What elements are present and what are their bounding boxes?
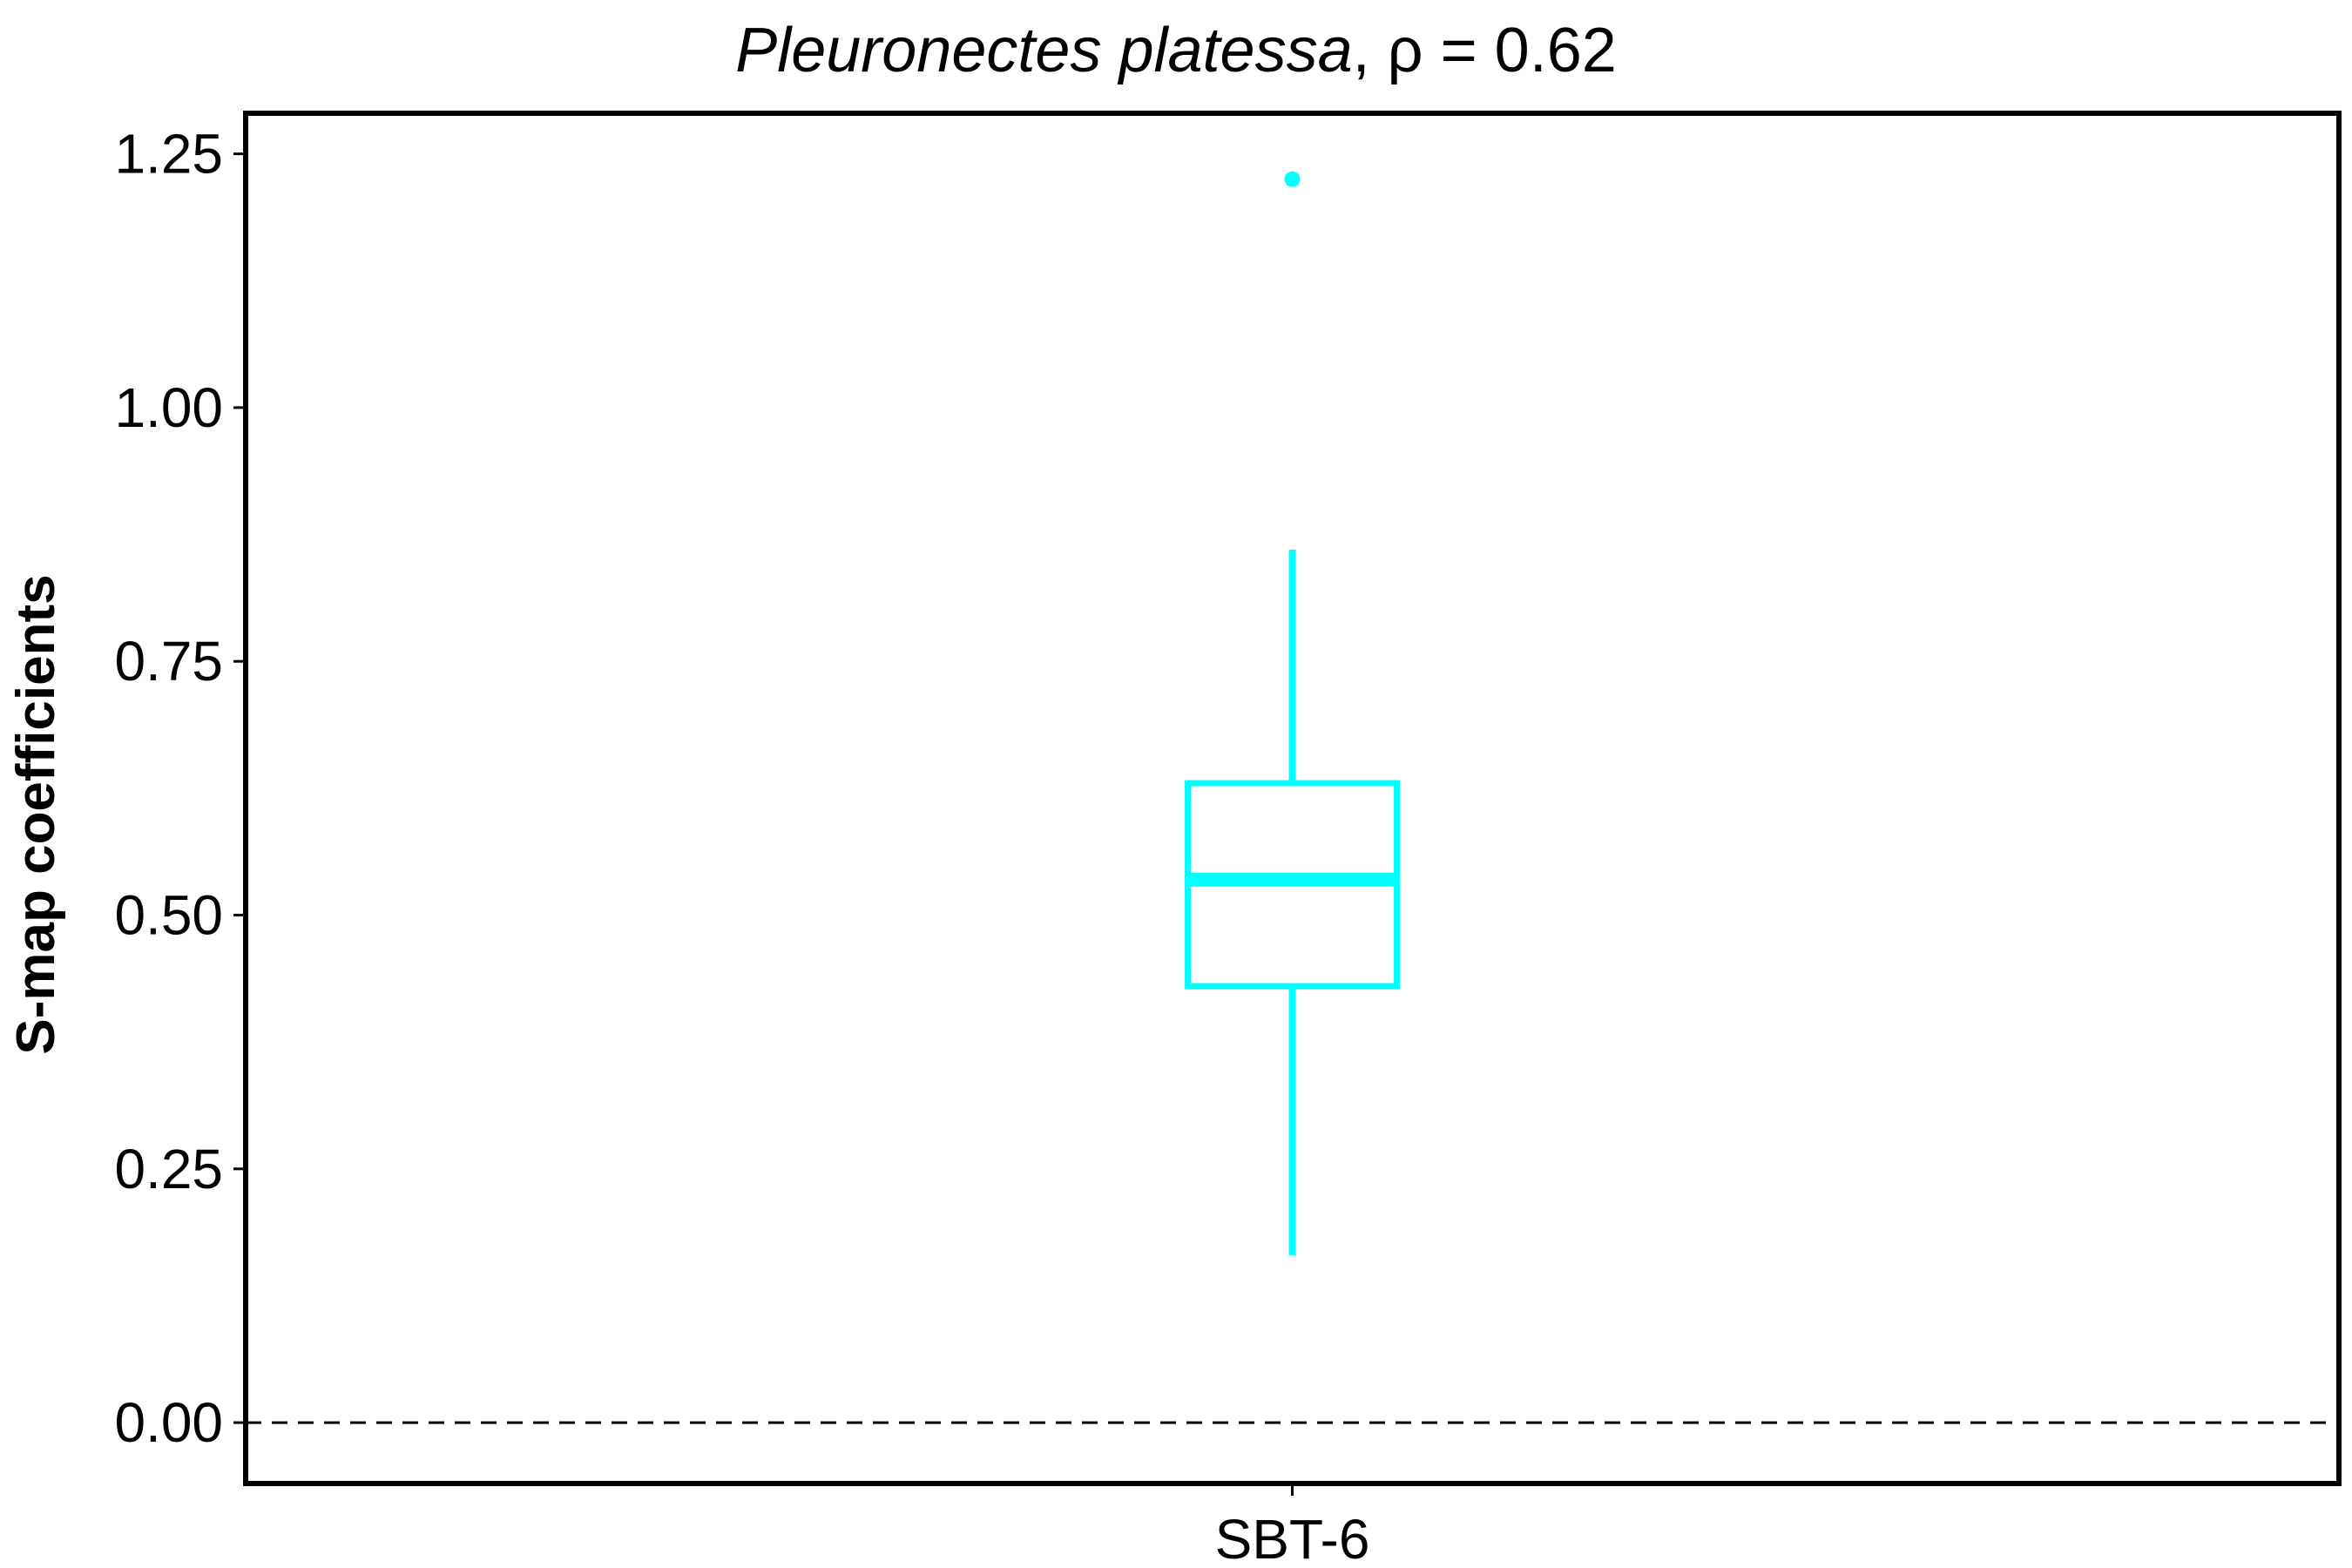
title-statistic: , ρ = 0.62: [1353, 16, 1617, 85]
y-tick-label: 0.00: [114, 1391, 223, 1454]
y-axis-label: S-map coefficients: [6, 574, 66, 1054]
chart-title: Pleuronectes platessa, ρ = 0.62: [735, 16, 1617, 85]
y-tick-label: 0.25: [114, 1138, 223, 1200]
panel-frame: [243, 111, 2342, 1486]
outlier-point: [1284, 171, 1301, 187]
y-tick-label: 0.75: [114, 630, 223, 693]
plot-area: 0.00 0.25 0.50 0.75 1.00 1.25 SBT-6: [114, 111, 2342, 1568]
y-tick-label: 1.25: [114, 123, 223, 186]
title-species: Pleuronectes platessa: [735, 16, 1352, 85]
y-tick-label: 0.50: [114, 883, 223, 946]
x-tick-label: SBT-6: [1215, 1508, 1370, 1568]
y-tick-label: 1.00: [114, 376, 223, 439]
